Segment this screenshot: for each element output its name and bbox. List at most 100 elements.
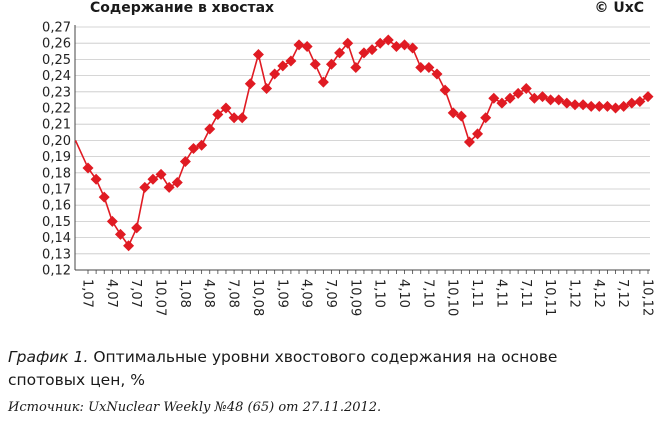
- chart-copyright: © UxC: [594, 0, 644, 16]
- x-tick-label: 4,08: [201, 279, 216, 308]
- data-point: [293, 39, 305, 51]
- data-point: [309, 58, 321, 70]
- x-tick-label: 1,10: [372, 279, 387, 308]
- y-tick-label: 0,22: [42, 102, 71, 117]
- source-note: Источник: UxNuclear Weekly №48 (65) от 2…: [8, 400, 382, 415]
- y-tick-label: 0,26: [42, 37, 71, 52]
- y-tick-label: 0,21: [42, 118, 71, 133]
- data-point: [366, 44, 378, 56]
- caption-text: Оптимальные уровни хвостового содержания…: [8, 348, 558, 389]
- y-tick-label: 0,18: [42, 166, 71, 181]
- data-point: [212, 108, 224, 120]
- x-tick-label: 4,10: [396, 279, 411, 308]
- data-point: [90, 173, 102, 185]
- x-tick-label: 10,07: [153, 279, 168, 316]
- data-point: [545, 94, 557, 106]
- chart-title: Содержание в хвостах: [90, 0, 275, 16]
- data-point: [642, 91, 654, 103]
- data-point: [261, 83, 273, 95]
- data-point: [407, 42, 419, 54]
- data-point: [626, 97, 638, 109]
- data-point: [463, 136, 475, 148]
- data-point: [390, 40, 402, 52]
- data-point: [98, 191, 110, 203]
- data-point: [358, 47, 370, 59]
- data-point: [163, 181, 175, 193]
- x-tick-label: 1,11: [469, 279, 484, 308]
- x-tick-label: 1,08: [177, 279, 192, 308]
- x-tick-label: 7,09: [323, 279, 338, 308]
- data-point: [455, 110, 467, 122]
- data-point: [536, 91, 548, 103]
- data-point: [399, 39, 411, 51]
- data-point: [325, 58, 337, 70]
- data-point: [196, 139, 208, 151]
- data-point: [139, 181, 151, 193]
- data-point: [204, 123, 216, 135]
- grid-lines: [75, 26, 650, 271]
- data-point: [350, 62, 362, 73]
- data-point: [423, 62, 435, 73]
- x-tick-label: 4,07: [104, 279, 119, 308]
- y-tick-label: 0,19: [42, 150, 71, 165]
- data-point: [504, 92, 516, 104]
- data-point: [472, 128, 484, 140]
- data-point: [123, 240, 135, 252]
- data-point: [480, 112, 492, 124]
- x-tick-labels: 1,07 4,07 7,07 10,07 1,08 4,08 7,08 10,08 1,09 4,…: [80, 279, 654, 316]
- y-tick-label: 0,24: [42, 69, 71, 84]
- data-point: [601, 100, 613, 112]
- figure-caption: График 1. Оптимальные уровни хвостового …: [8, 346, 638, 392]
- y-tick-label: 0,15: [42, 215, 71, 230]
- data-point: [220, 102, 232, 114]
- x-tick-label: 10,11: [542, 279, 557, 316]
- data-point: [374, 37, 386, 49]
- x-tick-label: 1,07: [80, 279, 95, 308]
- data-point: [520, 83, 532, 95]
- data-point: [342, 37, 354, 49]
- data-point: [577, 99, 589, 111]
- x-tick-label: 7,11: [518, 279, 533, 308]
- data-point: [171, 177, 183, 189]
- x-tick-label: 7,08: [226, 279, 241, 308]
- data-point: [131, 222, 143, 234]
- x-tick-label: 10,08: [250, 279, 265, 316]
- data-point: [593, 100, 605, 112]
- data-point: [447, 107, 459, 119]
- data-point: [147, 173, 159, 185]
- x-tick-label: 4,11: [493, 279, 508, 308]
- data-point: [488, 92, 500, 104]
- data-point: [618, 100, 630, 112]
- x-tick-label: 10,12: [640, 279, 654, 316]
- x-tick-label: 1,12: [566, 279, 581, 308]
- data-point: [561, 97, 573, 109]
- x-tick-label: 4,09: [299, 279, 314, 308]
- data-point: [382, 34, 394, 46]
- data-point: [114, 228, 126, 240]
- data-point: [179, 155, 191, 167]
- data-point: [553, 94, 565, 106]
- data-point: [269, 68, 281, 80]
- data-point: [439, 84, 451, 96]
- x-tick-label: 7,07: [128, 279, 143, 308]
- series-layer: [74, 34, 654, 252]
- line-chart: 0,12 0,130,140,150,160,17 0,180,190,200,21…: [42, 21, 654, 317]
- y-tick-label: 0,13: [42, 247, 71, 262]
- x-tick-label: 10,10: [445, 279, 460, 316]
- y-tick-label: 0,27: [42, 21, 71, 36]
- data-point: [334, 47, 346, 59]
- data-point: [244, 78, 256, 90]
- y-tick-label: 0,20: [42, 134, 71, 149]
- data-point: [569, 99, 581, 111]
- data-point: [106, 215, 118, 227]
- series-line: [74, 39, 649, 248]
- data-point: [285, 55, 297, 67]
- x-tick-label: 7,12: [615, 279, 630, 308]
- data-point: [431, 68, 443, 80]
- y-tick-label: 0,17: [42, 183, 71, 198]
- data-point: [610, 102, 622, 114]
- data-point: [155, 168, 167, 180]
- x-tick-label: 4,12: [591, 279, 606, 308]
- x-tick-label: 1,09: [274, 279, 289, 308]
- data-point: [82, 162, 94, 174]
